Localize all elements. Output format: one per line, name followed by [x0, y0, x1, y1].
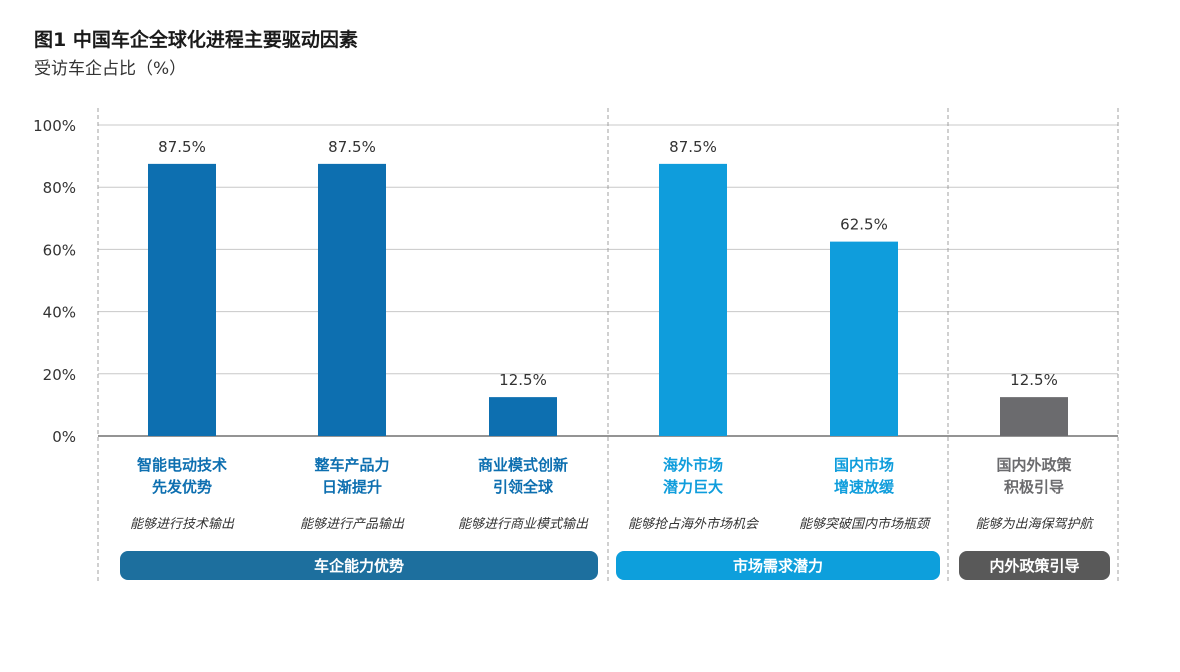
group-pill — [120, 551, 598, 580]
category-description: 能够进行产品输出 — [300, 517, 405, 532]
bar — [1000, 397, 1068, 436]
group-pill-label: 车企能力优势 — [314, 557, 404, 575]
y-tick-label: 20% — [43, 366, 76, 384]
category-label-line2: 先发优势 — [152, 478, 212, 496]
category-label-line2: 增速放缓 — [834, 478, 895, 496]
group-pill — [959, 551, 1110, 580]
category-description: 能够抢占海外市场机会 — [628, 516, 760, 532]
bars: 87.5% 87.5% 12.5% 87.5% 62.5% 12.5% — [148, 138, 1068, 436]
data-label: 87.5% — [328, 138, 376, 156]
category-description: 能够进行商业模式输出 — [458, 517, 589, 532]
y-tick-label: 80% — [43, 179, 76, 197]
data-label: 87.5% — [158, 138, 206, 156]
group-dividers — [97, 108, 1119, 582]
category-label-line2: 引领全球 — [493, 478, 554, 496]
chart-title: 图1 中国车企全球化进程主要驱动因素 — [34, 28, 358, 51]
data-label: 62.5% — [840, 216, 888, 234]
y-tick-label: 0% — [52, 428, 76, 446]
y-tick-label: 60% — [43, 241, 76, 259]
y-tick-label: 40% — [43, 304, 76, 322]
bar — [489, 397, 557, 436]
category-label-line1: 商业模式创新 — [478, 456, 568, 474]
group-pill — [616, 551, 940, 580]
bar — [148, 163, 216, 436]
category-description: 能够进行技术输出 — [130, 517, 235, 532]
group-pill-label: 内外政策引导 — [989, 557, 1079, 575]
category-description: 能够突破国内市场瓶颈 — [799, 516, 932, 532]
data-label: 87.5% — [669, 138, 717, 156]
category-label-line1: 智能电动技术 — [137, 456, 227, 474]
chart-subtitle: 受访车企占比（%） — [34, 59, 186, 79]
category-label-line1: 整车产品力 — [314, 456, 389, 474]
category-label-line1: 国内市场 — [834, 456, 894, 474]
bar — [659, 163, 727, 436]
category-label-line2: 日渐提升 — [322, 478, 382, 496]
data-label: 12.5% — [499, 371, 547, 389]
bar — [830, 241, 898, 436]
data-label: 12.5% — [1010, 371, 1058, 389]
category-label-line2: 潜力巨大 — [663, 478, 723, 496]
y-tick-label: 100% — [33, 117, 76, 135]
bar — [318, 163, 386, 436]
y-axis: 0% 20% 40% 60% 80% 100% — [33, 117, 1118, 446]
category-label-line1: 国内外政策 — [996, 456, 1072, 474]
group-pills: 车企能力优势 市场需求潜力 内外政策引导 — [120, 551, 1110, 580]
category-label-line1: 海外市场 — [663, 456, 723, 474]
category-description: 能够为出海保驾护航 — [975, 516, 1094, 532]
category-label-line2: 积极引导 — [1004, 478, 1064, 496]
group-pill-label: 市场需求潜力 — [733, 557, 823, 575]
